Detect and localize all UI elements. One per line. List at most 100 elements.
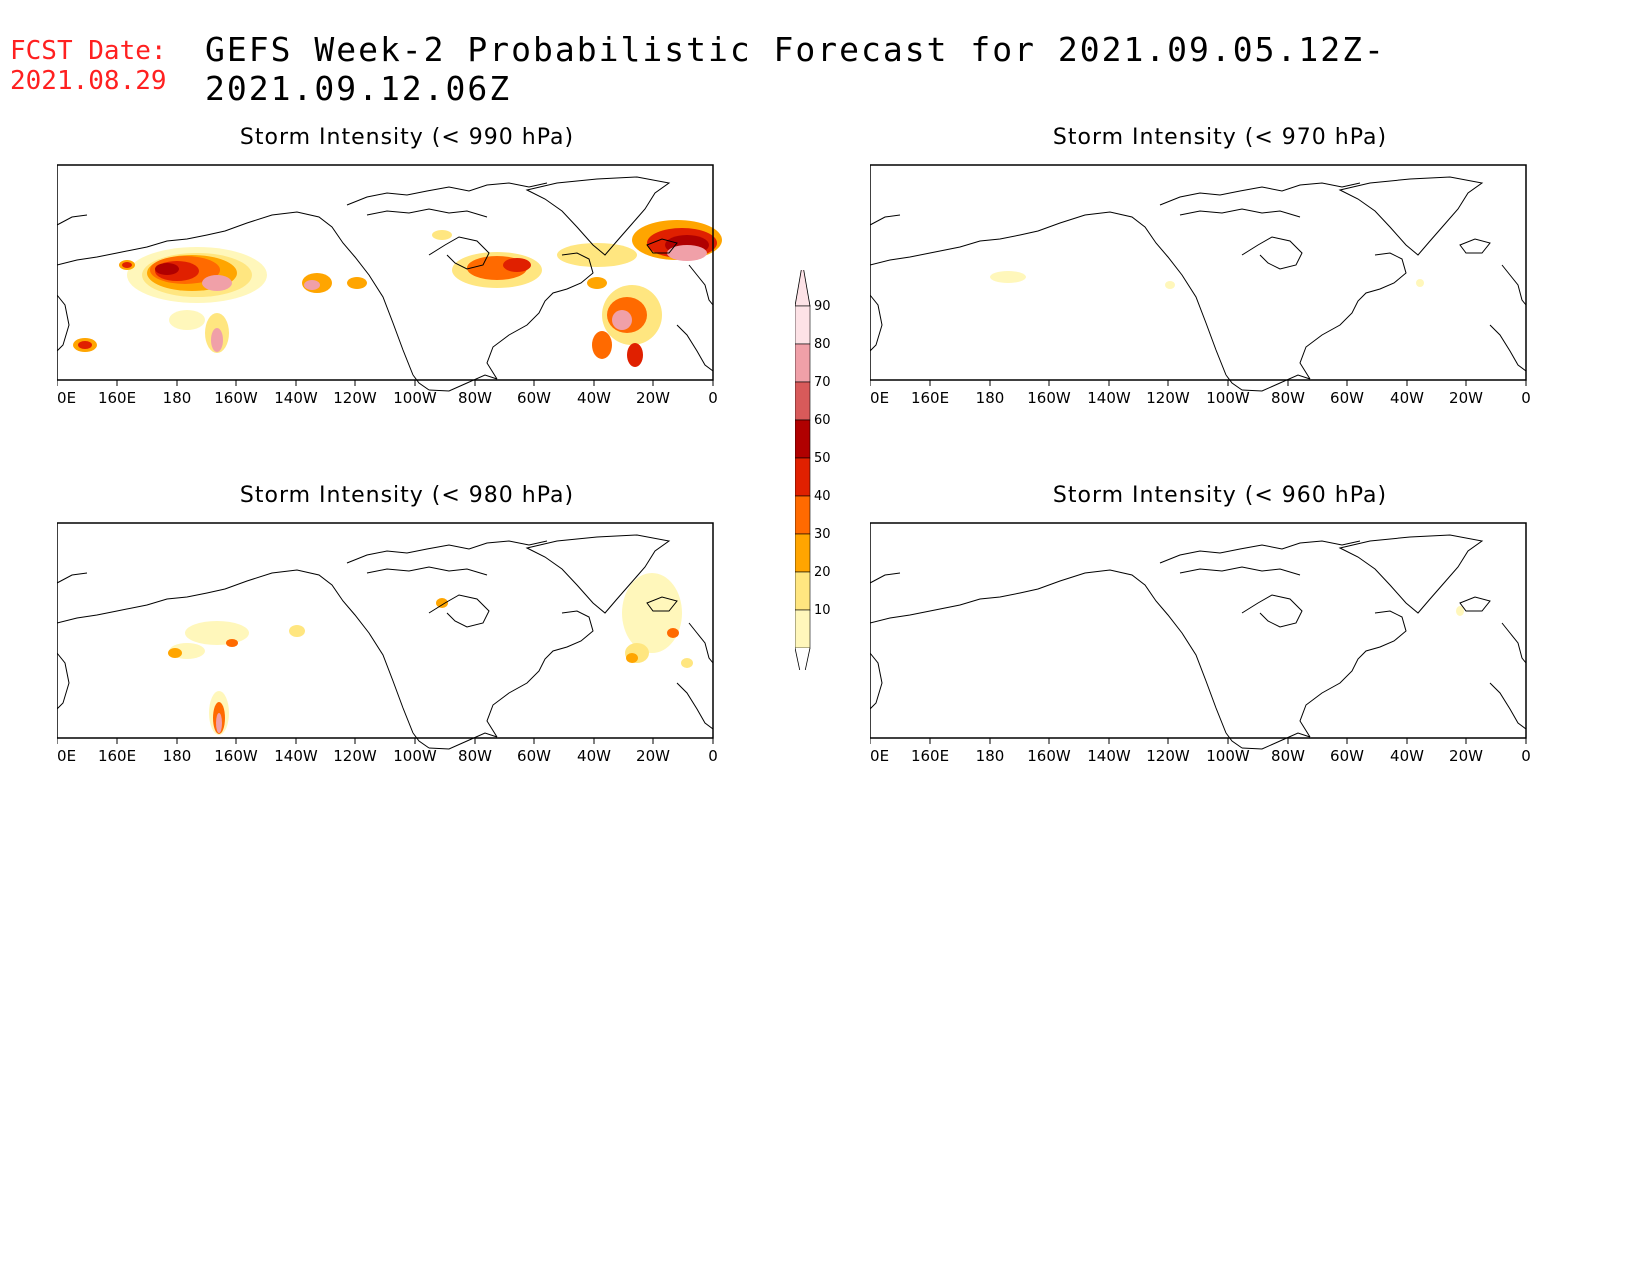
colorbar-swatch: [795, 343, 811, 383]
map-background: [870, 165, 1526, 380]
coastline: [1159, 540, 1361, 564]
map-1: 80N70N60N50N40N30N140E160E180160W140W120…: [870, 164, 1531, 407]
probability-area: [592, 331, 612, 359]
coastline: [57, 294, 70, 352]
probability-area: [612, 310, 632, 330]
coastline: [57, 214, 88, 226]
coastline: [688, 264, 714, 306]
lon-label: 160W: [1027, 747, 1071, 765]
colorbar-swatch: [795, 457, 811, 497]
coastline: [1179, 566, 1301, 576]
coastline: [1241, 236, 1303, 270]
lon-label: 140W: [274, 747, 318, 765]
coastline: [1299, 610, 1407, 738]
panel-title: Storm Intensity (< 990 hPa): [239, 125, 575, 150]
coastline: [428, 594, 490, 628]
coastline: [412, 732, 430, 749]
lon-label: 40W: [1390, 747, 1424, 765]
map-0: 80N70N60N50N40N30N140E160E180160W140W120…: [57, 164, 722, 407]
panel-title: Storm Intensity (< 960 hPa): [1052, 483, 1388, 508]
lon-label: 100W: [1206, 389, 1250, 407]
coastline: [57, 569, 414, 734]
probability-area: [627, 343, 643, 367]
lon-label: 120W: [1146, 389, 1190, 407]
lon-label: 0: [708, 747, 718, 765]
colorbar-swatch: [795, 533, 811, 573]
panel-title: Storm Intensity (< 970 hPa): [1052, 125, 1388, 150]
coastline: [870, 294, 883, 352]
coastline: [57, 572, 88, 584]
probability-area: [155, 263, 179, 275]
probability-area: [1165, 281, 1175, 289]
coastline: [1338, 176, 1484, 256]
lon-label: 160W: [214, 747, 258, 765]
forecast-date-label: FCST Date: 2021.08.29: [10, 36, 167, 96]
probability-area: [587, 277, 607, 289]
lon-label: 140E: [57, 747, 76, 765]
lon-label: 20W: [636, 389, 670, 407]
lon-label: 120W: [333, 389, 377, 407]
probability-area: [226, 639, 238, 647]
probability-area: [667, 245, 707, 261]
lon-label: 160W: [1027, 389, 1071, 407]
probability-area: [626, 653, 638, 663]
lon-label: 140W: [274, 389, 318, 407]
coastline: [1489, 324, 1527, 372]
coastline: [366, 566, 488, 576]
lon-label: 60W: [517, 389, 551, 407]
lon-label: 40W: [1390, 389, 1424, 407]
lon-label: 100W: [1206, 747, 1250, 765]
lon-label: 120W: [333, 747, 377, 765]
panel-960hpa: Storm Intensity (< 960 hPa) 80N70N60N50N…: [870, 483, 1630, 803]
probability-area: [990, 271, 1026, 283]
lon-label: 140E: [870, 747, 889, 765]
panel-990hpa: Storm Intensity (< 990 hPa) 80N70N60N50N…: [57, 125, 817, 445]
coastline: [428, 374, 498, 392]
colorbar-top-arrow: [795, 270, 811, 307]
colorbar-label: 10: [814, 603, 831, 618]
coastline: [646, 596, 678, 612]
coastline: [1459, 596, 1491, 612]
colorbar-swatch: [795, 419, 811, 459]
colorbar-label: 30: [814, 527, 831, 542]
coastline: [1501, 264, 1527, 306]
probability-area: [122, 262, 132, 268]
coastline: [870, 572, 901, 584]
probability-area: [169, 310, 205, 330]
coastline: [676, 324, 714, 372]
lon-label: 180: [976, 747, 1005, 765]
colorbar-swatch: [795, 381, 811, 421]
coastline: [346, 182, 548, 206]
coastline: [1241, 594, 1303, 628]
lon-label: 40W: [577, 389, 611, 407]
lon-label: 160W: [214, 389, 258, 407]
coastline: [1501, 622, 1527, 664]
probability-area: [168, 648, 182, 658]
map-3: 80N70N60N50N40N30N140E160E180160W140W120…: [870, 522, 1531, 765]
fcst-date-caption: FCST Date:: [10, 36, 167, 66]
lon-label: 20W: [1449, 389, 1483, 407]
coastline: [486, 610, 594, 738]
coastline: [57, 211, 414, 376]
probability-area: [289, 625, 305, 637]
coastline: [1241, 732, 1311, 750]
probability-area: [211, 328, 223, 352]
panel-980hpa: Storm Intensity (< 980 hPa) 80N70N60N50N…: [57, 483, 817, 803]
coastline: [870, 569, 1227, 734]
lon-label: 120W: [1146, 747, 1190, 765]
probability-area: [78, 341, 92, 349]
probability-area: [202, 275, 232, 291]
map-background: [57, 523, 713, 738]
colorbar-label: 40: [814, 489, 831, 504]
coastline: [366, 208, 488, 218]
lon-label: 20W: [1449, 747, 1483, 765]
lon-label: 180: [163, 747, 192, 765]
lon-label: 80W: [458, 747, 492, 765]
lon-label: 160E: [98, 389, 136, 407]
coastline: [346, 540, 548, 564]
probability-area: [667, 628, 679, 638]
fcst-date-value: 2021.08.29: [10, 66, 167, 96]
map-frame: [870, 522, 1527, 739]
colorbar-label: 20: [814, 565, 831, 580]
coastline: [428, 732, 498, 750]
